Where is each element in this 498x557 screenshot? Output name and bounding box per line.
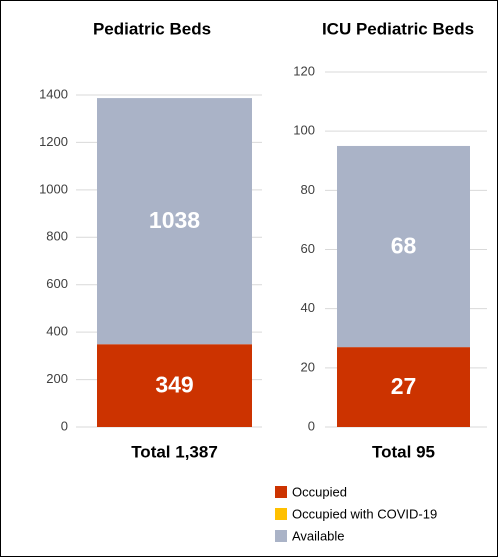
chart-title: Pediatric Beds — [93, 19, 211, 38]
y-tick-label: 1000 — [39, 181, 68, 196]
x-tick-label: Total 1,387 — [131, 442, 218, 461]
y-tick-label: 0 — [308, 418, 315, 433]
y-tick-label: 1400 — [39, 86, 68, 101]
y-tick-label: 120 — [293, 63, 315, 78]
x-tick-label: Total 95 — [372, 442, 435, 461]
chart-title: ICU Pediatric Beds — [322, 19, 474, 38]
y-tick-label: 0 — [61, 418, 68, 433]
y-tick-label: 400 — [46, 324, 68, 339]
data-label: 1038 — [149, 207, 200, 233]
y-tick-label: 200 — [46, 371, 68, 386]
y-tick-label: 600 — [46, 276, 68, 291]
legend-label: Available — [292, 528, 345, 543]
y-tick-label: 800 — [46, 229, 68, 244]
y-tick-label: 60 — [301, 241, 315, 256]
y-tick-label: 80 — [301, 182, 315, 197]
data-label: 68 — [391, 233, 417, 259]
data-label: 349 — [155, 372, 193, 398]
bar-segment — [97, 344, 252, 427]
y-tick-label: 100 — [293, 123, 315, 138]
legend-label: Occupied — [292, 484, 347, 499]
bar-segment — [337, 145, 470, 348]
legend-swatch — [275, 508, 287, 520]
y-tick-label: 40 — [301, 300, 315, 315]
data-label: 27 — [391, 373, 417, 399]
bar-segment — [337, 347, 470, 427]
y-tick-label: 1200 — [39, 134, 68, 149]
legend-swatch — [275, 530, 287, 542]
bar-segment — [97, 98, 252, 345]
y-tick-label: 20 — [301, 359, 315, 374]
legend-label: Occupied with COVID-19 — [292, 506, 437, 521]
legend-swatch — [275, 486, 287, 498]
